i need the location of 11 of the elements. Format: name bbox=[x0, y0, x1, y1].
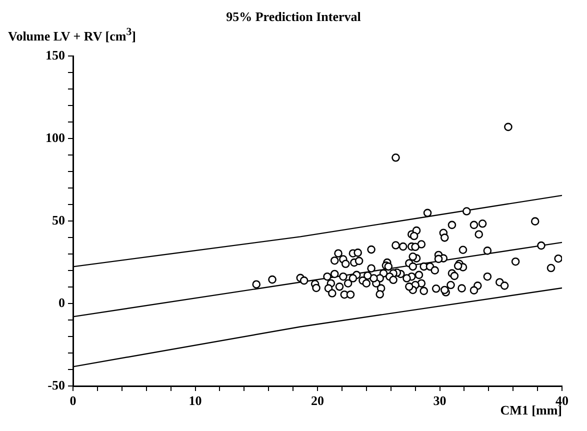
x-tick-label: 30 bbox=[433, 393, 446, 408]
x-tick-label: 10 bbox=[188, 393, 202, 408]
y-tick-label: 100 bbox=[46, 130, 65, 145]
y-tick-label: 150 bbox=[46, 47, 65, 62]
chart-title: 95% Prediction Interval bbox=[225, 9, 362, 25]
x-tick-label: 0 bbox=[70, 393, 76, 408]
y-tick-label: 50 bbox=[52, 212, 65, 228]
x-tick-label: 20 bbox=[311, 393, 324, 408]
y-tick-label: 0 bbox=[58, 294, 65, 310]
y-axis-title: Volume LV + RV [cm$^{3}$] bbox=[8, 26, 136, 44]
y-tick-label: -50 bbox=[48, 377, 65, 392]
